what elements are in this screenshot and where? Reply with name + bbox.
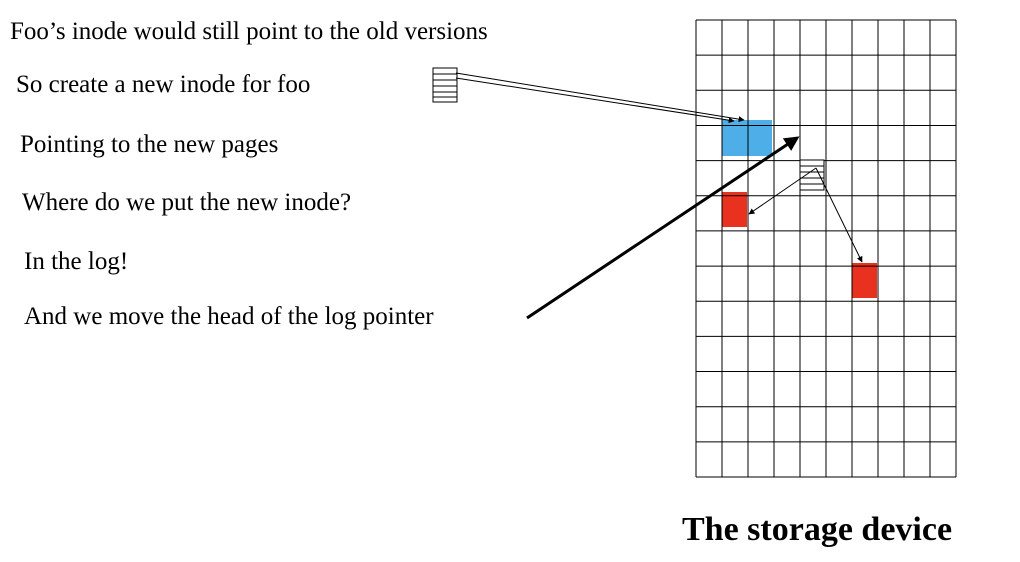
new-inode-pointer-1 [455,72,745,123]
text-line-5: In the log! [24,248,129,275]
old-page-red-1 [722,192,747,227]
new-page-blue-1 [722,120,747,156]
new-inode-pointer-2 [455,77,735,124]
text-line-2: So create a new inode for foo [16,71,311,98]
old-inode-pointer-1 [748,167,817,215]
old-inode-pointer-2 [815,167,863,263]
text-line-3: Pointing to the new pages [20,131,279,158]
text-line-6: And we move the head of the log pointer [24,303,434,330]
log-head-pointer-arrow [526,136,800,320]
text-line-1: Foo’s inode would still point to the old… [10,18,488,45]
text-line-4: Where do we put the new inode? [22,189,352,216]
storage-device-caption: The storage device [682,511,953,548]
new-page-blue-2 [747,120,772,156]
storage-grid [695,19,957,478]
new-inode-icon [432,67,458,103]
old-inode-icon [799,159,825,191]
old-page-red-2 [852,263,877,298]
